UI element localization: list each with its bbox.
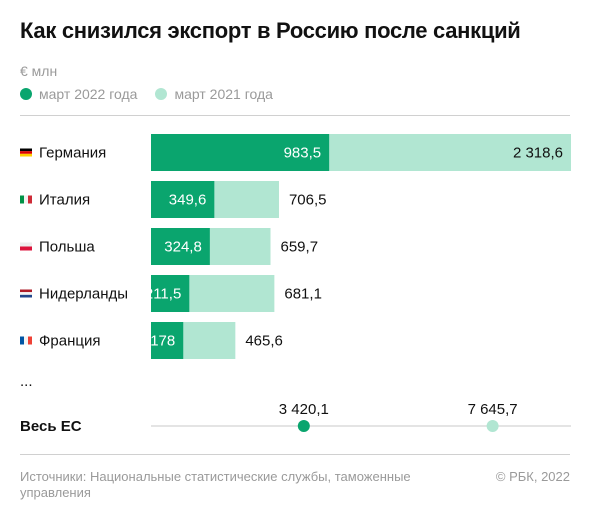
value-2021-row-4: 465,6 — [245, 333, 283, 350]
legend-label-2022: март 2022 года — [39, 86, 138, 102]
netherlands-flag-icon — [20, 289, 32, 298]
bar-2022-row-4 — [151, 322, 184, 359]
legend-dot-2021 — [155, 88, 168, 100]
bar-2022-row-0 — [151, 134, 330, 171]
top-divider — [20, 115, 570, 116]
legend-label-2021: март 2021 года — [174, 86, 273, 102]
copyright: © РБК, 2022 — [495, 469, 570, 484]
country-label-row-4: Франция — [39, 333, 100, 350]
total-label: Весь ЕС — [20, 418, 82, 435]
country-label-row-1: Италия — [39, 192, 90, 209]
value-2022-row-4: 178 — [150, 333, 175, 350]
value-2021-row-0: 2 318,6 — [513, 145, 563, 162]
unit-label: € млн — [20, 63, 58, 79]
legend-dot-2022 — [20, 88, 32, 100]
value-2021-row-1: 706,5 — [289, 192, 327, 209]
bar-2022-row-2 — [151, 228, 210, 265]
legend-item-2021: март 2021 года — [155, 86, 273, 102]
bar-2022-row-3 — [151, 275, 190, 312]
country-label-row-3: Нидерланды — [39, 286, 128, 303]
total-dot-2021 — [486, 420, 499, 432]
value-2021-row-3: 681,1 — [284, 286, 322, 303]
legend-item-2022: март 2022 года — [20, 86, 137, 102]
value-2022-row-3: 211,5 — [145, 286, 181, 303]
value-2022-row-0: 983,5 — [284, 145, 322, 162]
ellipsis-label: ... — [20, 373, 33, 390]
total-dot-2022 — [297, 420, 310, 432]
total-value-2021: 7 645,7 — [468, 401, 518, 418]
germany-flag-icon — [20, 148, 32, 157]
bottom-divider — [20, 454, 570, 455]
bar-chart: Германия 983,5 2 318,6 Италия 349,6 706,5 Поль… — [20, 134, 571, 435]
bar-2022-row-1 — [151, 181, 215, 218]
value-2021-row-2: 659,7 — [281, 239, 319, 256]
poland-flag-icon — [20, 242, 32, 251]
source-note: Источники: Национальные статистические с… — [20, 469, 411, 500]
france-flag-icon — [20, 336, 32, 345]
total-value-2022: 3 420,1 — [279, 401, 329, 418]
country-label-row-0: Германия — [39, 145, 106, 162]
country-label-row-2: Польша — [39, 239, 95, 256]
chart-title: Как снизился экспорт в Россию после санк… — [20, 18, 521, 43]
value-2022-row-1: 349,6 — [169, 192, 207, 209]
value-2022-row-2: 324,8 — [164, 239, 202, 256]
legend: март 2022 года март 2021 года — [20, 86, 291, 102]
italy-flag-icon — [20, 195, 32, 204]
